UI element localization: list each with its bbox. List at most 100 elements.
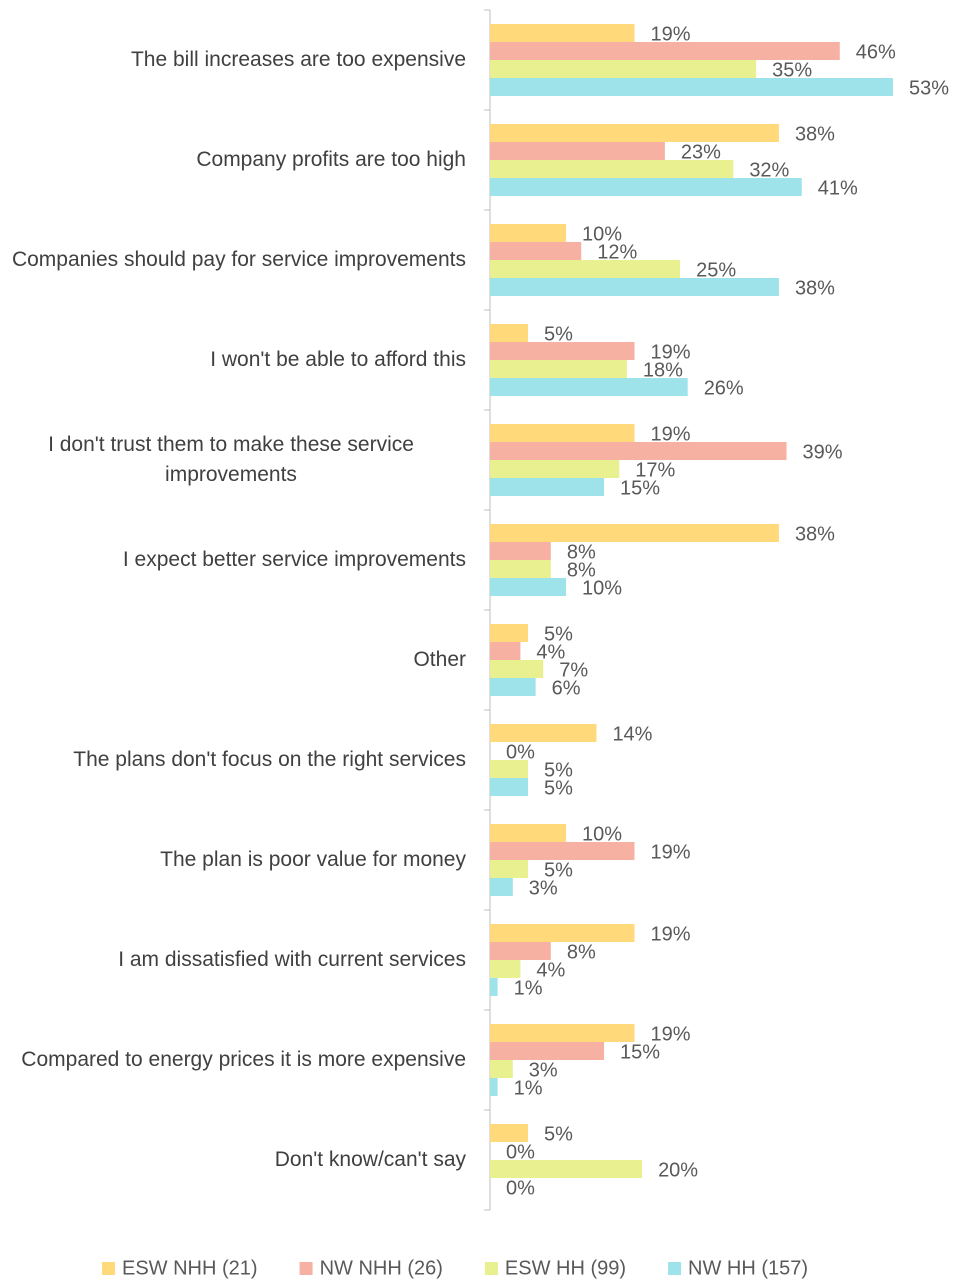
bar [490,342,635,360]
value-label: 5% [544,777,573,799]
bar [490,678,536,696]
bar [490,524,779,542]
value-label: 4% [536,959,565,981]
value-label: 17% [635,459,675,481]
category-text: The bill increases are too expensive [130,48,466,71]
bar [490,60,757,78]
value-label: 1% [514,1077,543,1099]
category-label: The plan is poor value for money [0,845,466,875]
category-label: I won't be able to afford this [0,345,466,375]
category-text: I am dissatisfied with current services [118,948,466,971]
category-label: I don't trust them to make these service… [0,430,466,490]
category-text: The plan is poor value for money [160,848,466,871]
value-label: 20% [658,1159,698,1181]
category-label: Company profits are too high [0,145,466,175]
bar [490,460,620,478]
value-label: 19% [650,1023,690,1045]
category-text: Other [413,648,466,671]
legend-swatch [668,1262,682,1275]
bar [490,242,582,260]
category-text: I won't be able to afford this [210,348,466,371]
value-label: 46% [856,41,896,63]
bar [490,324,529,342]
bar [490,142,665,160]
value-label: 26% [704,377,744,399]
bar [490,42,840,60]
category-label: I am dissatisfied with current services [0,945,466,975]
value-label: 8% [567,559,596,581]
value-label: 5% [544,323,573,345]
value-label: 0% [506,741,535,763]
bar [490,1042,605,1060]
legend-swatch [484,1262,498,1275]
bar [490,760,529,778]
bar [490,1078,498,1096]
bar [490,78,893,96]
legend-swatch [299,1262,313,1275]
bar [490,178,802,196]
value-label: 38% [795,523,835,545]
bar [490,260,681,278]
category-text: I don't trust them to make these service… [48,433,414,486]
value-label: 19% [650,341,690,363]
legend-label: ESW NHH (21) [122,1257,258,1279]
legend-label: NW HH (157) [688,1257,808,1279]
category-label: Compared to energy prices it is more exp… [0,1045,466,1075]
bar [490,378,688,396]
bar [490,660,544,678]
legend-label: NW NHH (26) [320,1257,443,1279]
bar [490,860,529,878]
category-label: The plans don't focus on the right servi… [0,745,466,775]
value-label: 5% [544,859,573,881]
bar [490,542,551,560]
value-label: 18% [643,359,683,381]
bar [490,360,627,378]
category-label: I expect better service improvements [0,545,466,575]
value-label: 5% [544,623,573,645]
bar [490,824,567,842]
bar [490,578,567,596]
value-label: 7% [559,659,588,681]
bar [490,624,529,642]
bar [490,24,635,42]
value-label: 10% [582,223,622,245]
bar [490,724,597,742]
bar [490,878,513,896]
value-label: 15% [620,477,660,499]
value-label: 8% [567,541,596,563]
category-label: Other [0,645,466,675]
value-label: 25% [696,259,736,281]
value-label: 5% [544,1123,573,1145]
value-label: 5% [544,759,573,781]
bar [490,1124,529,1142]
bar [490,1160,643,1178]
value-label: 32% [749,159,789,181]
value-label: 1% [514,977,543,999]
value-label: 14% [612,723,652,745]
category-text: Companies should pay for service improve… [11,248,466,271]
category-text: I expect better service improvements [122,548,466,571]
value-label: 10% [582,823,622,845]
value-label: 23% [681,141,721,163]
bar [490,560,551,578]
bar [490,124,779,142]
value-label: 6% [552,677,581,699]
category-text: The plans don't focus on the right servi… [73,748,466,771]
category-label: Don't know/can't say [0,1145,466,1175]
bar [490,442,787,460]
bar [490,1024,635,1042]
value-label: 19% [650,23,690,45]
category-text: Don't know/can't say [274,1148,466,1171]
bar [490,942,551,960]
bar [490,278,779,296]
value-label: 41% [818,177,858,199]
value-label: 35% [772,59,812,81]
category-text: Company profits are too high [196,148,466,171]
value-label: 3% [529,877,558,899]
category-label: The bill increases are too expensive [0,45,466,75]
value-label: 10% [582,577,622,599]
category-text: Compared to energy prices it is more exp… [21,1048,466,1071]
value-label: 19% [650,423,690,445]
